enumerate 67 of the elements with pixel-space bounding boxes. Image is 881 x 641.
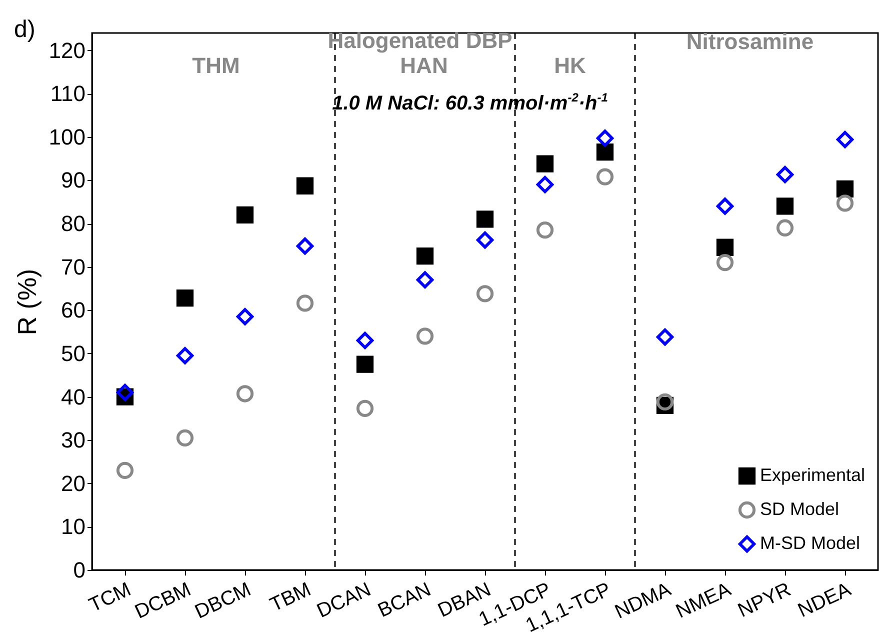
point (776, 198, 794, 215)
y-tick-label: 100 (48, 124, 86, 150)
x-tick-label: NDMA (612, 578, 675, 624)
point (536, 221, 554, 239)
point (476, 210, 494, 228)
y-tick-label: 0 (73, 558, 86, 582)
point (176, 429, 194, 446)
point (836, 130, 854, 148)
y-axis-title: R (%) (12, 268, 42, 336)
point (776, 219, 794, 236)
legend-label: Experimental (760, 465, 866, 485)
point (416, 271, 434, 288)
y-tick-label: 90 (61, 168, 86, 193)
point (176, 289, 194, 307)
point (296, 177, 314, 194)
legend-label: SD Model (760, 499, 840, 519)
y-tick-label: 20 (61, 470, 86, 496)
point (236, 308, 254, 326)
annotation: Halogenated DBP (328, 28, 512, 54)
point (236, 385, 254, 402)
point (236, 206, 254, 224)
y-tick-label: 60 (61, 298, 86, 323)
point (296, 294, 314, 312)
legend-label: M-SD Model (760, 533, 860, 553)
annotation: THM (192, 53, 240, 79)
y-tick-label: 10 (61, 514, 86, 540)
annotation: HAN (400, 53, 448, 79)
x-tick-label: TCM (86, 578, 134, 617)
point (416, 328, 434, 345)
y-tick-label: 120 (48, 38, 86, 63)
point (476, 231, 494, 249)
point (716, 254, 734, 272)
y-tick-label: 40 (61, 384, 86, 410)
x-tick-label: NPYR (734, 578, 794, 622)
point (836, 194, 854, 212)
point (476, 285, 494, 302)
point (716, 238, 734, 256)
point (536, 155, 554, 172)
point (296, 237, 314, 255)
point (656, 328, 674, 346)
point (596, 130, 614, 147)
point (596, 144, 614, 161)
point (596, 168, 614, 186)
y-tick-label: 30 (61, 428, 86, 453)
x-tick-label: TBM (266, 578, 314, 616)
point (656, 393, 674, 411)
annotation: HK (554, 53, 586, 79)
point (116, 384, 134, 402)
y-tick-label: 80 (61, 211, 86, 236)
x-tick-label: NMEA (672, 578, 735, 623)
point (356, 400, 374, 418)
point (176, 347, 194, 364)
y-tick-label: 70 (61, 254, 86, 280)
point (356, 332, 374, 350)
annotation: Nitrosamine (686, 29, 814, 55)
x-tick-label: NDEA (794, 578, 855, 622)
point (776, 166, 794, 184)
point (716, 198, 734, 215)
text: d) (14, 16, 36, 44)
point (416, 247, 434, 265)
point (836, 180, 854, 198)
y-tick-label: 50 (61, 340, 86, 366)
point (536, 176, 554, 194)
point (116, 462, 134, 479)
point (356, 356, 374, 373)
y-tick-label: 110 (50, 81, 86, 106)
annotation: 1.0 M NaCl: 60.3 mmol·m$^{-2}$·h$^{-1}$ (332, 90, 608, 116)
